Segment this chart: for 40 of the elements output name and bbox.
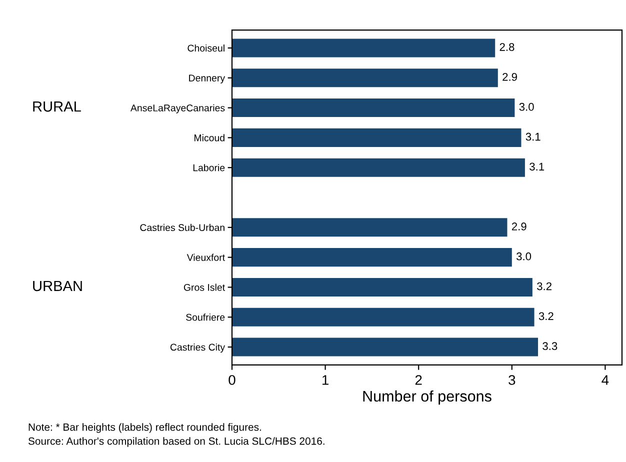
y-tick-label: Choiseul bbox=[188, 44, 224, 52]
y-tick-label: Micoud bbox=[194, 134, 224, 142]
y-tick-label: Vieuxfort bbox=[186, 254, 225, 261]
data-label: 3.1 bbox=[526, 132, 540, 141]
bar bbox=[232, 98, 515, 118]
bar bbox=[232, 308, 534, 326]
y-tick-label: AnseLaRayeCanaries bbox=[130, 104, 225, 114]
y-tick-label: Castries Sub-Urban bbox=[140, 224, 224, 232]
source-note: Source: Author's compilation based on St. Lucia SLC/HBS 2016. bbox=[28, 437, 324, 447]
y-tick-label: Gros Islet bbox=[184, 284, 225, 291]
data-label: 3.0 bbox=[519, 102, 534, 111]
text: RURAL bbox=[33, 102, 81, 112]
data-label: 2.9 bbox=[512, 222, 526, 230]
x-axis-title: Number of persons bbox=[363, 390, 492, 405]
x-tick-label: 2 bbox=[415, 375, 422, 385]
x-tick-label: 3 bbox=[508, 375, 516, 385]
bar bbox=[232, 158, 525, 177]
bar bbox=[232, 218, 508, 237]
data-label: 2.9 bbox=[502, 72, 517, 81]
bar bbox=[232, 38, 496, 58]
bar bbox=[232, 338, 538, 356]
data-label: 3.2 bbox=[537, 282, 552, 290]
x-tick-label: 0 bbox=[228, 375, 236, 385]
y-tick-label: Dennery bbox=[189, 74, 226, 84]
text: URBAN bbox=[33, 280, 82, 292]
bar bbox=[232, 248, 512, 267]
x-tick-label: 1 bbox=[322, 375, 328, 385]
bar bbox=[232, 278, 532, 296]
bar bbox=[232, 68, 498, 88]
data-label: 2.8 bbox=[500, 43, 514, 51]
y-tick-label: Laborie bbox=[193, 164, 225, 172]
x-tick-label: 4 bbox=[602, 375, 609, 385]
y-tick-label: Castries City bbox=[170, 344, 226, 353]
data-label: 3.0 bbox=[516, 252, 532, 260]
data-label: 3.3 bbox=[542, 342, 558, 350]
data-label: 3.2 bbox=[538, 312, 554, 320]
y-tick-label: Soufriere bbox=[186, 314, 225, 321]
text: Note: * Bar heights (labels) reflect rounded figures. bbox=[28, 423, 261, 433]
data-label: 3.1 bbox=[530, 162, 544, 171]
bar bbox=[232, 128, 522, 147]
